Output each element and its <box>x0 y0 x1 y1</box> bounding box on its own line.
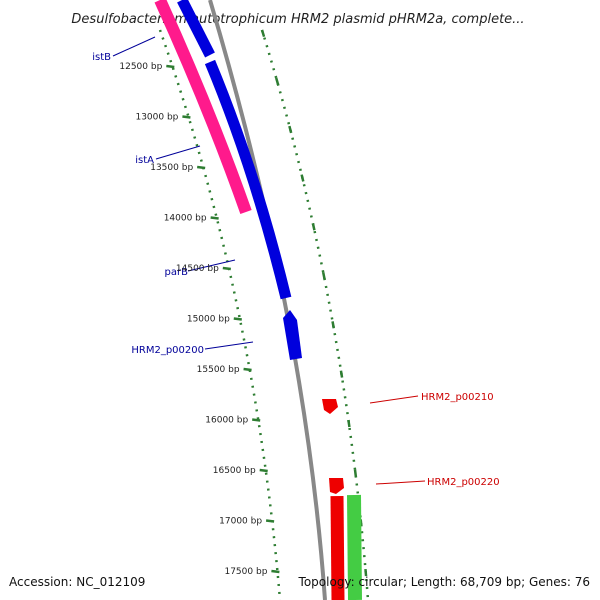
tick-label: 17500 bp <box>224 567 267 577</box>
tick-label: 13000 bp <box>135 113 178 123</box>
tick-mark <box>252 418 261 422</box>
label-istA: istA <box>135 155 154 166</box>
tick-mark <box>233 317 242 321</box>
label-HRM2-p00220: HRM2_p00220 <box>427 477 500 488</box>
leader-p00200 <box>204 341 254 350</box>
tick-label: 12500 bp <box>119 62 162 72</box>
tick-label: 13500 bp <box>150 163 193 173</box>
label-istB: istB <box>92 52 111 63</box>
tick-label: 15000 bp <box>187 315 230 325</box>
tick-label: 16000 bp <box>205 416 248 426</box>
tick-mark <box>197 165 206 170</box>
gene-istB <box>177 0 215 58</box>
leader-p00210 <box>369 395 419 404</box>
tick-mark <box>271 569 280 574</box>
gene-red-lower <box>330 495 345 600</box>
tick-label: 16500 bp <box>213 466 256 476</box>
leader-istB <box>112 36 156 57</box>
gene-istA <box>204 59 292 300</box>
accession-text: Accession: NC_012109 <box>9 575 145 589</box>
gene-istA-rev <box>154 0 252 214</box>
map-title: Desulfobacterium autotrophicum HRM2 plas… <box>71 12 524 27</box>
tick-mark <box>210 216 219 220</box>
leader-istA <box>155 145 201 160</box>
gene-HRM2-p00210 <box>322 399 338 414</box>
gene-parB <box>283 310 302 360</box>
tick-label: 15500 bp <box>197 365 240 375</box>
tick-mark <box>265 519 275 523</box>
tick-mark <box>259 468 268 473</box>
label-HRM2-p00210: HRM2_p00210 <box>421 392 494 403</box>
backbone <box>208 0 327 600</box>
gene-green-lower <box>347 494 362 600</box>
leader-p00220 <box>375 480 426 485</box>
label-parB: parB <box>165 267 189 278</box>
tick-mark <box>182 115 191 119</box>
tick-layer: 12500 bp 13000 bp 13500 bp 14000 bp 14500 bp… <box>119 62 280 577</box>
tick-mark <box>243 367 252 372</box>
tick-label: 17000 bp <box>219 517 262 527</box>
tick-mark <box>222 266 231 271</box>
tick-label: 14500 bp <box>176 264 219 274</box>
tick-mark <box>166 64 175 69</box>
tick-ring-inner <box>158 29 282 600</box>
label-HRM2-p00200: HRM2_p00200 <box>131 345 204 356</box>
tick-label: 14000 bp <box>164 214 207 224</box>
leader-parB <box>187 259 236 272</box>
summary-text: Topology: circular; Length: 68,709 bp; G… <box>298 575 590 589</box>
gene-HRM2-p00220 <box>329 478 344 494</box>
